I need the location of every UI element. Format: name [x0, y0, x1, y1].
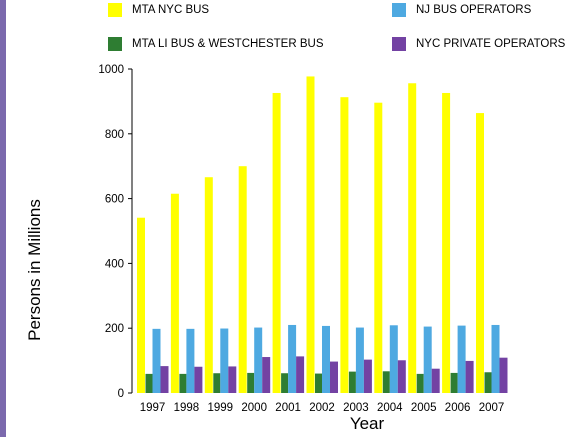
bar-mta-li-bus-westchester-bus-2004	[382, 371, 390, 393]
x-tick-label: 1997	[140, 402, 166, 414]
bar-nyc-private-operators-2003	[363, 359, 372, 393]
bar-nj-bus-operators-2007	[491, 324, 500, 393]
bar-nyc-private-operators-2005	[431, 368, 440, 393]
bar-mta-li-bus-westchester-bus-2005	[416, 373, 424, 393]
legend-swatch-mta-li-westchester-bus	[108, 37, 122, 51]
bar-nj-bus-operators-2003	[355, 327, 364, 393]
legend-swatch-nyc-private-operators	[392, 37, 406, 51]
bar-nyc-private-operators-1997	[160, 366, 169, 393]
legend-item-mta-li-westchester-bus: MTA LI BUS & WESTCHESTER BUS	[108, 36, 324, 52]
x-tick-label: 2000	[241, 402, 267, 414]
bar-mta-li-bus-westchester-bus-2003	[348, 371, 356, 393]
bar-nj-bus-operators-2000	[254, 327, 263, 393]
bar-nyc-private-operators-1998	[194, 366, 203, 393]
bar-mta-li-bus-westchester-bus-2000	[247, 372, 255, 393]
x-tick-label: 2004	[377, 402, 403, 414]
bar-mta-nyc-bus-2001	[272, 92, 281, 393]
bar-nj-bus-operators-1998	[186, 328, 195, 393]
y-tick-label: 800	[105, 129, 124, 141]
bar-mta-nyc-bus-2006	[442, 92, 451, 393]
bar-nj-bus-operators-1997	[152, 328, 161, 393]
y-tick-label: 600	[105, 194, 124, 206]
y-tick-label: 200	[105, 323, 124, 335]
bar-mta-nyc-bus-2005	[408, 83, 417, 394]
bar-mta-li-bus-westchester-bus-1998	[179, 373, 187, 393]
bar-nyc-private-operators-2004	[397, 360, 406, 393]
bar-nj-bus-operators-2005	[423, 326, 432, 393]
bar-nj-bus-operators-2001	[288, 324, 297, 393]
legend-swatch-nj-bus-operators	[392, 3, 406, 17]
bar-mta-li-bus-westchester-bus-1997	[145, 373, 153, 393]
bar-nyc-private-operators-2007	[499, 357, 508, 393]
bar-mta-nyc-bus-2002	[306, 76, 315, 394]
y-tick-label: 0	[118, 388, 124, 400]
y-tick-label: 1000	[98, 64, 124, 76]
legend-label-nyc-private-operators: NYC PRIVATE OPERATORS	[416, 38, 566, 50]
x-tick-label: 1999	[208, 402, 234, 414]
bar-mta-nyc-bus-2004	[374, 102, 383, 394]
bar-nyc-private-operators-2001	[296, 356, 305, 393]
legend-item-nj-bus-operators: NJ BUS OPERATORS	[392, 2, 531, 18]
legend-item-mta-nyc-bus: MTA NYC BUS	[108, 2, 209, 18]
bar-mta-li-bus-westchester-bus-1999	[213, 373, 221, 393]
bar-mta-li-bus-westchester-bus-2006	[450, 372, 458, 393]
x-axis-title: Year	[349, 414, 385, 433]
bar-mta-nyc-bus-1998	[170, 193, 179, 393]
bar-mta-nyc-bus-2003	[340, 97, 349, 394]
bar-mta-nyc-bus-2007	[476, 113, 484, 394]
bar-nj-bus-operators-1999	[220, 328, 229, 393]
left-accent-strip	[0, 0, 6, 437]
legend-label-mta-li-westchester-bus: MTA LI BUS & WESTCHESTER BUS	[132, 38, 324, 50]
legend-item-nyc-private-operators: NYC PRIVATE OPERATORS	[392, 36, 565, 52]
x-tick-label: 2007	[479, 402, 505, 414]
legend-swatch-mta-nyc-bus	[108, 3, 122, 17]
bar-mta-nyc-bus-2000	[238, 166, 247, 393]
x-tick-label: 2003	[343, 402, 369, 414]
x-tick-label: 2005	[411, 402, 437, 414]
x-tick-label: 1998	[174, 402, 200, 414]
bar-mta-li-bus-westchester-bus-2002	[315, 373, 322, 393]
bar-mta-li-bus-westchester-bus-2001	[281, 373, 289, 393]
x-tick-label: 2001	[275, 402, 301, 414]
bar-nj-bus-operators-2002	[322, 325, 330, 393]
bar-nyc-private-operators-2006	[465, 360, 474, 393]
legend-label-nj-bus-operators: NJ BUS OPERATORS	[416, 4, 532, 16]
bar-nj-bus-operators-2006	[457, 325, 466, 393]
legend-label-mta-nyc-bus: MTA NYC BUS	[132, 4, 210, 16]
bar-nyc-private-operators-2002	[330, 361, 338, 393]
y-tick-label: 400	[105, 258, 124, 270]
bar-nj-bus-operators-2004	[389, 325, 398, 393]
bar-mta-nyc-bus-1997	[137, 217, 145, 393]
bar-nyc-private-operators-1999	[228, 366, 237, 393]
x-tick-label: 2002	[309, 402, 335, 414]
bar-mta-li-bus-westchester-bus-2007	[484, 372, 492, 393]
x-tick-label: 2006	[445, 402, 471, 414]
bar-mta-nyc-bus-1999	[204, 177, 213, 393]
bar-nyc-private-operators-2000	[262, 357, 271, 393]
